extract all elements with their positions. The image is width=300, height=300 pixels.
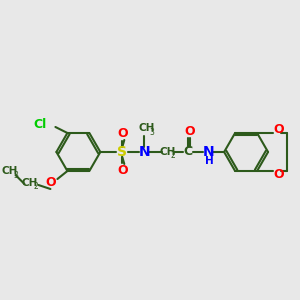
Text: 2: 2 (171, 152, 176, 160)
Text: C: C (184, 146, 193, 158)
Text: O: O (117, 127, 128, 140)
Text: CH: CH (21, 178, 38, 188)
Text: 3: 3 (150, 128, 155, 136)
Text: 2: 2 (33, 182, 38, 191)
Text: CH: CH (1, 166, 18, 176)
Text: N: N (139, 145, 150, 159)
Text: O: O (274, 124, 284, 136)
Text: H: H (205, 156, 214, 166)
Text: N: N (202, 145, 214, 159)
Text: O: O (45, 176, 56, 190)
Text: CH: CH (138, 123, 154, 133)
Text: Cl: Cl (34, 118, 47, 131)
Text: O: O (274, 167, 284, 181)
Text: S: S (117, 145, 127, 159)
Text: 3: 3 (13, 170, 18, 179)
Text: CH: CH (159, 147, 175, 157)
Text: O: O (184, 124, 194, 137)
Text: O: O (117, 164, 128, 178)
